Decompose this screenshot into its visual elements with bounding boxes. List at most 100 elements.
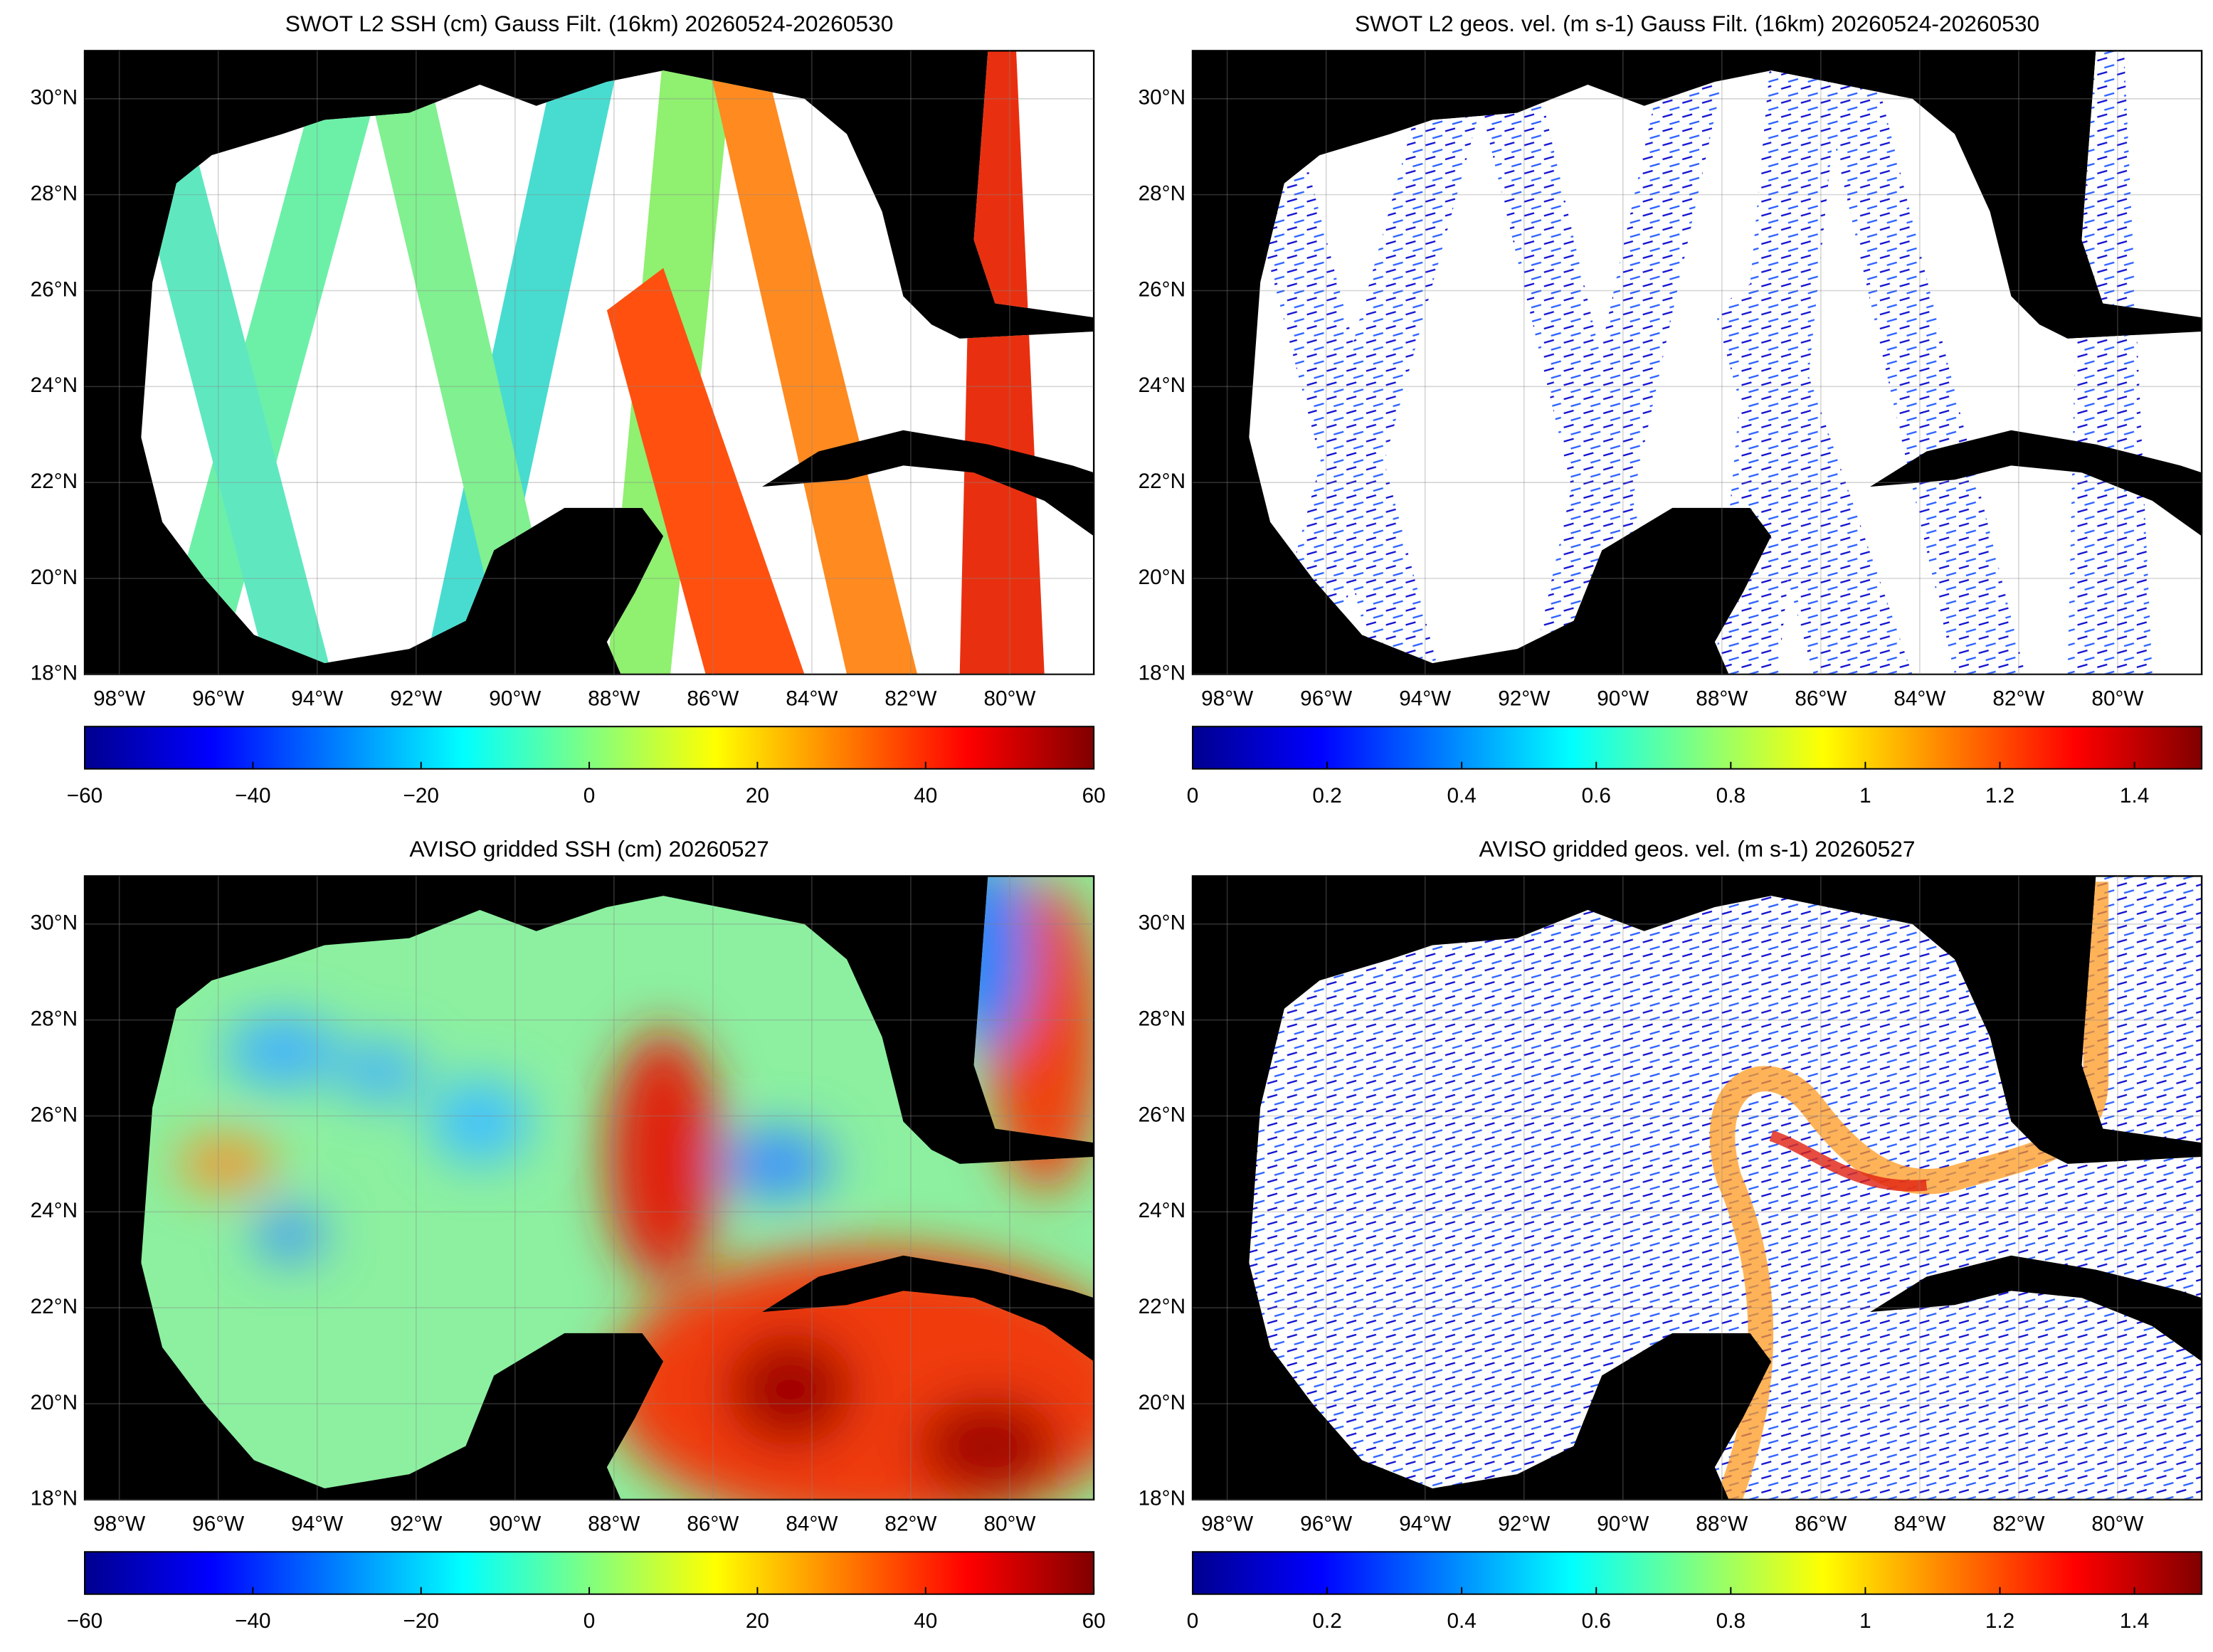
y-tick-label: 20°N (1139, 1391, 1185, 1414)
panel-annotations: AVISO gridded SSH (cm) 20260527 98°W 96°W 9… (31, 836, 1106, 1633)
colorbar-tick-label: 20 (746, 784, 769, 808)
x-tick-label: 86°W (1795, 1512, 1847, 1535)
y-tick-label: 22°N (31, 1295, 78, 1318)
y-tick-label: 26°N (1139, 277, 1185, 301)
y-tick-label: 18°N (1139, 1487, 1185, 1510)
y-tick-label: 28°N (1139, 1007, 1185, 1031)
colorbar-tick-label: 1 (1859, 784, 1871, 808)
x-tick-label: 88°W (588, 687, 640, 710)
x-tick-label: 90°W (489, 1512, 541, 1535)
colorbar-tick-label: 40 (914, 784, 937, 808)
y-tick-label: 26°N (31, 1103, 78, 1126)
y-tick-label: 20°N (31, 1391, 78, 1414)
colorbar-tick-label: 1.4 (2120, 1609, 2149, 1633)
y-tick-label: 30°N (31, 86, 78, 110)
x-tick-label: 86°W (687, 687, 739, 710)
x-tick-label: 90°W (489, 687, 541, 710)
colorbar (1191, 726, 2203, 770)
panel-aviso-ssh (83, 875, 1095, 1501)
colorbar-tick-label: 0 (583, 784, 596, 808)
y-tick-label: 24°N (1139, 374, 1185, 397)
y-tick-label: 22°N (1139, 1295, 1185, 1318)
x-tick-label: 90°W (1597, 687, 1649, 710)
panel-title: AVISO gridded geos. vel. (m s-1) 2026052… (1479, 836, 1916, 862)
y-tick-label: 22°N (31, 470, 78, 493)
y-tick-label: 24°N (31, 374, 78, 397)
x-tick-label: 98°W (93, 687, 145, 710)
colorbar-tick-label: 60 (1082, 1609, 1106, 1633)
x-tick-label: 82°W (884, 687, 936, 710)
y-tick-label: 28°N (1139, 182, 1185, 206)
y-tick-label: 18°N (1139, 662, 1185, 685)
x-tick-label: 80°W (2091, 1512, 2143, 1535)
y-tick-label: 18°N (31, 1487, 78, 1510)
x-tick-label: 86°W (1795, 687, 1847, 710)
colorbar-tick-label: 0.8 (1716, 784, 1745, 808)
y-tick-label: 28°N (31, 1007, 78, 1031)
colorbar-tick-label: −40 (235, 784, 270, 808)
x-tick-label: 92°W (390, 1512, 442, 1535)
x-tick-label: 94°W (1399, 1512, 1451, 1535)
x-tick-label: 90°W (1597, 1512, 1649, 1535)
panel-swot-ssh (83, 50, 1095, 676)
colorbar-tick-label: 1.2 (1985, 1609, 2014, 1633)
x-tick-label: 94°W (291, 1512, 343, 1535)
panel-annotations: AVISO gridded geos. vel. (m s-1) 2026052… (1139, 836, 2203, 1633)
panel-annotations: SWOT L2 geos. vel. (m s-1) Gauss Filt. (… (1139, 11, 2203, 808)
colorbar-tick-label: 40 (914, 1609, 937, 1633)
panel-title: SWOT L2 geos. vel. (m s-1) Gauss Filt. (… (1355, 11, 2039, 36)
x-tick-label: 88°W (588, 1512, 640, 1535)
panel-swot-vel (1191, 50, 2203, 676)
colorbar-tick-label: −60 (67, 1609, 102, 1633)
x-tick-label: 94°W (1399, 687, 1451, 710)
x-tick-label: 82°W (1992, 1512, 2044, 1535)
x-tick-label: 84°W (1894, 687, 1945, 710)
x-tick-label: 96°W (1300, 687, 1352, 710)
panel-annotations: SWOT L2 SSH (cm) Gauss Filt. (16km) 2026… (31, 11, 1106, 808)
x-tick-label: 86°W (687, 1512, 739, 1535)
x-tick-label: 92°W (1498, 1512, 1550, 1535)
y-tick-label: 20°N (31, 566, 78, 589)
x-tick-label: 98°W (93, 1512, 145, 1535)
colorbar-tick-label: 0.4 (1447, 1609, 1476, 1633)
colorbar-tick-label: 0.6 (1582, 784, 1611, 808)
colorbar-tick-label: −20 (403, 1609, 438, 1633)
x-tick-label: 92°W (1498, 687, 1550, 710)
x-tick-label: 84°W (1894, 1512, 1945, 1535)
x-tick-label: 92°W (390, 687, 442, 710)
y-tick-label: 18°N (31, 662, 78, 685)
y-tick-label: 30°N (1139, 911, 1185, 935)
colorbar-tick-label: 1.2 (1985, 784, 2014, 808)
colorbar-tick-label: 0 (1187, 1609, 1199, 1633)
x-tick-label: 98°W (1201, 1512, 1253, 1535)
x-tick-label: 96°W (192, 1512, 244, 1535)
colorbar-tick-label: 0.2 (1312, 1609, 1341, 1633)
y-tick-label: 22°N (1139, 470, 1185, 493)
colorbar-tick-label: −40 (235, 1609, 270, 1633)
x-tick-label: 94°W (291, 687, 343, 710)
colorbar (1191, 1551, 2203, 1595)
x-tick-label: 96°W (192, 687, 244, 710)
x-tick-label: 80°W (2091, 687, 2143, 710)
y-tick-label: 26°N (31, 277, 78, 301)
x-tick-label: 80°W (983, 1512, 1035, 1535)
colorbar-tick-label: 0.4 (1447, 784, 1476, 808)
x-tick-label: 84°W (786, 1512, 838, 1535)
x-tick-label: 80°W (983, 687, 1035, 710)
colorbar-tick-label: 0.8 (1716, 1609, 1745, 1633)
panel-title: SWOT L2 SSH (cm) Gauss Filt. (16km) 2026… (285, 11, 894, 36)
panel-aviso-vel (1191, 875, 2203, 1501)
colorbar-tick-label: 0.2 (1312, 784, 1341, 808)
colorbar-tick-label: 0 (1187, 784, 1199, 808)
y-tick-label: 24°N (31, 1199, 78, 1222)
y-tick-label: 20°N (1139, 566, 1185, 589)
panel-title: AVISO gridded SSH (cm) 20260527 (409, 836, 769, 862)
y-tick-label: 26°N (1139, 1103, 1185, 1126)
colorbar-tick-label: 0.6 (1582, 1609, 1611, 1633)
x-tick-label: 96°W (1300, 1512, 1352, 1535)
x-tick-label: 88°W (1696, 1512, 1748, 1535)
x-tick-label: 82°W (1992, 687, 2044, 710)
y-tick-label: 28°N (31, 182, 78, 206)
y-tick-label: 24°N (1139, 1199, 1185, 1222)
